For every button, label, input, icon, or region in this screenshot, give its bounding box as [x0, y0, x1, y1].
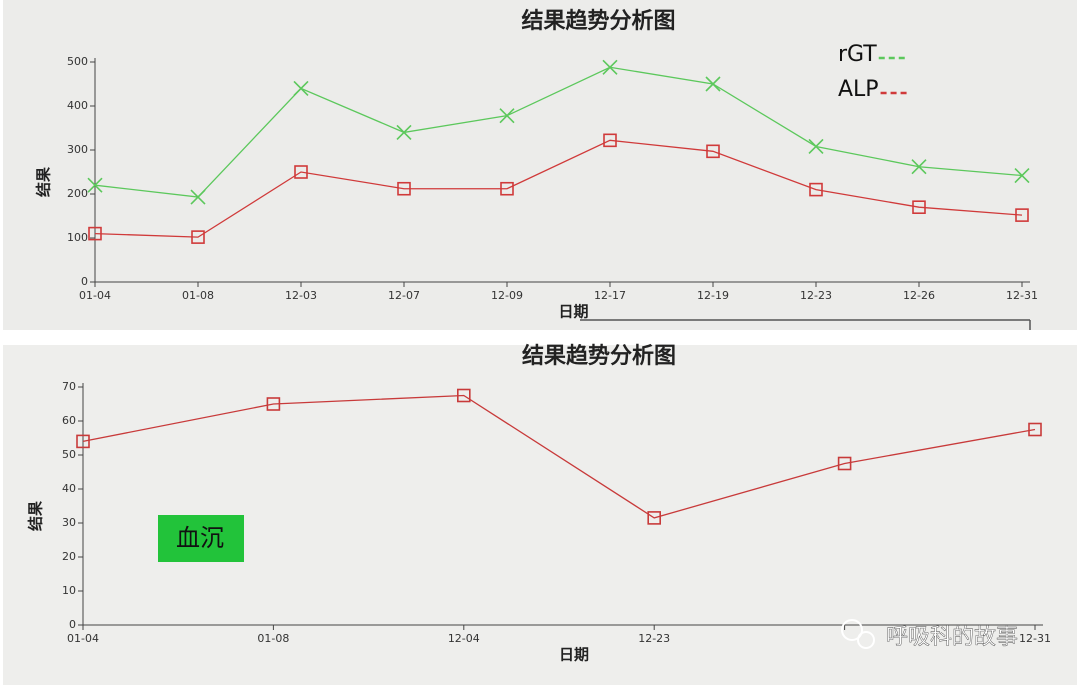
x-tick-label: 12-04 [448, 632, 480, 645]
wechat-icon [857, 631, 875, 649]
marker [396, 124, 412, 140]
y-axis-label: 结果 [27, 500, 45, 531]
marker [499, 108, 515, 124]
marker [809, 182, 823, 197]
x-tick-label: 12-31 [1019, 632, 1051, 645]
chart-title: 结果趋势分析图 [521, 8, 675, 34]
x-axis-label: 日期 [558, 303, 588, 321]
x-tick-label: 01-04 [67, 632, 99, 645]
marker [190, 189, 206, 205]
marker [397, 181, 411, 196]
annotation: 血沉 [176, 524, 224, 552]
marker [602, 59, 618, 75]
annotation-box [158, 515, 244, 562]
x-tick-label: 01-08 [182, 289, 214, 302]
marker [294, 165, 308, 179]
y-tick-label: 70 [62, 380, 76, 393]
x-tick-label: 12-19 [697, 289, 729, 302]
y-tick-label: 40 [62, 482, 76, 495]
series-line [94, 139, 1023, 238]
y-tick-label: 500 [67, 55, 88, 68]
marker [647, 511, 662, 525]
y-tick-label: 0 [69, 618, 76, 631]
marker [808, 138, 824, 155]
x-tick-label: 01-04 [79, 289, 111, 302]
photo-top [3, 0, 1077, 330]
chart-title: 结果趋势分析图 [522, 343, 676, 369]
watermark: 呼吸科的故事 [886, 625, 1018, 650]
marker [456, 388, 471, 403]
marker [705, 76, 721, 92]
marker [706, 144, 720, 159]
x-tick-label: 12-23 [638, 632, 670, 645]
y-tick-label: 400 [67, 99, 88, 112]
series-line [94, 66, 1023, 198]
marker [837, 456, 852, 471]
x-tick-label: 12-07 [388, 289, 420, 302]
marker [266, 397, 281, 411]
marker [1015, 208, 1029, 222]
marker [87, 177, 103, 193]
marker [912, 200, 926, 214]
x-tick-label: 12-23 [800, 289, 832, 302]
marker [500, 181, 514, 196]
x-tick-label: 12-26 [903, 289, 935, 302]
marker [293, 80, 309, 96]
y-tick-label: 20 [62, 550, 76, 563]
x-axis-label: 日期 [559, 646, 589, 664]
x-tick-label: 12-17 [594, 289, 626, 302]
marker [191, 230, 205, 244]
marker [1014, 167, 1030, 184]
legend-label: ALP [838, 77, 879, 102]
series-line [82, 394, 1036, 519]
y-axis-label: 结果 [35, 166, 53, 197]
legend-label: rGT [838, 42, 877, 67]
y-tick-label: 60 [62, 414, 76, 427]
marker [76, 434, 90, 449]
y-tick-label: 300 [67, 143, 88, 156]
x-tick-label: 01-08 [257, 632, 289, 645]
marker [911, 159, 927, 175]
marker [1028, 422, 1042, 437]
y-tick-label: 50 [62, 448, 76, 461]
wechat-icon [841, 619, 863, 641]
x-tick-label: 12-31 [1006, 289, 1038, 302]
y-tick-label: 200 [67, 187, 88, 200]
x-tick-label: 12-03 [285, 289, 317, 302]
y-tick-label: 10 [62, 584, 76, 597]
y-tick-label: 100 [67, 231, 88, 244]
y-tick-label: 30 [62, 516, 76, 529]
marker [88, 226, 102, 241]
x-tick-label: 12-09 [491, 289, 523, 302]
y-tick-label: 0 [81, 275, 88, 288]
marker [603, 133, 617, 148]
